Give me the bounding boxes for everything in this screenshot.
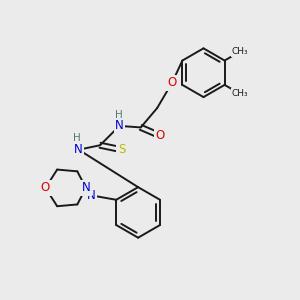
Text: O: O xyxy=(155,129,165,142)
Text: N: N xyxy=(115,119,124,132)
Text: CH₃: CH₃ xyxy=(232,47,248,56)
Text: S: S xyxy=(118,143,125,156)
Text: O: O xyxy=(167,76,177,89)
Text: CH₃: CH₃ xyxy=(232,89,248,98)
Text: O: O xyxy=(41,182,50,194)
Text: N: N xyxy=(74,143,83,156)
Text: H: H xyxy=(73,134,81,143)
Text: N: N xyxy=(82,182,90,194)
Text: H: H xyxy=(115,110,123,120)
Text: N: N xyxy=(87,189,95,202)
